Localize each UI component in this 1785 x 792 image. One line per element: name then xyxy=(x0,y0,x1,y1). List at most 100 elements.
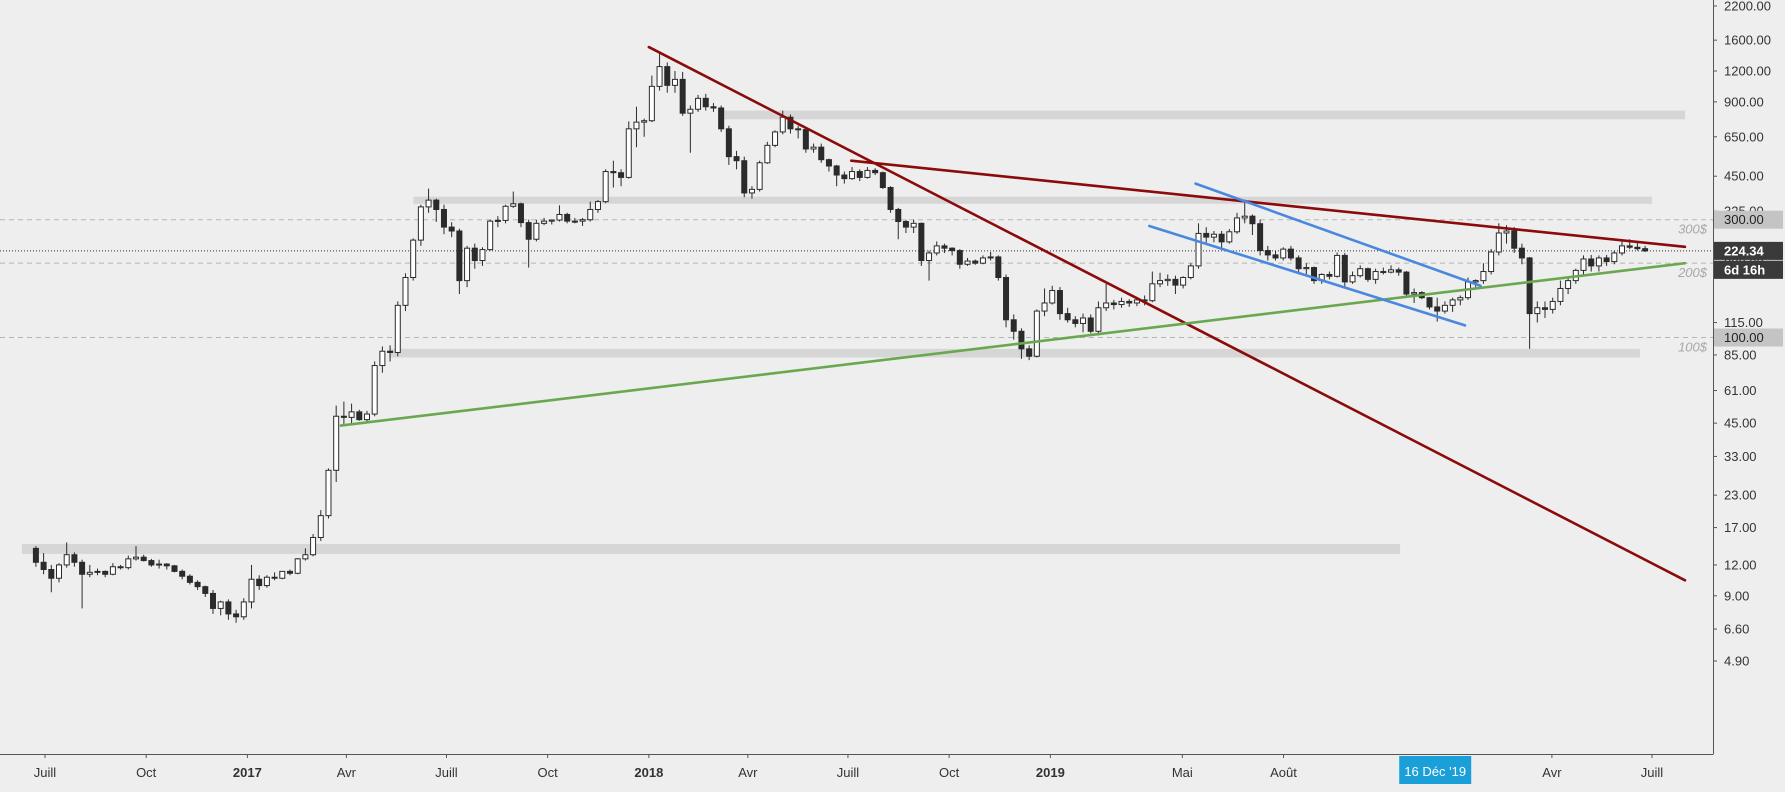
candle-133 xyxy=(1056,287,1063,320)
candle-199 xyxy=(1565,277,1572,295)
candle-148 xyxy=(1172,275,1179,295)
candle-body-down xyxy=(186,575,193,583)
trendline-3[interactable] xyxy=(1194,182,1482,288)
candle-body-down xyxy=(1395,269,1402,273)
candle-166 xyxy=(1311,266,1318,284)
candle-body-down xyxy=(1603,257,1610,263)
candle-155 xyxy=(1226,229,1233,244)
candle-body-down xyxy=(972,260,979,264)
price-axis[interactable] xyxy=(1713,0,1785,787)
trendline-0[interactable] xyxy=(647,45,1687,582)
crosshair-date-bg xyxy=(1399,756,1472,784)
candle-74 xyxy=(602,169,609,204)
candle-body-up xyxy=(1041,302,1048,312)
candle-body-up xyxy=(1557,287,1564,302)
candle-body-down xyxy=(163,563,170,567)
candle-113 xyxy=(902,219,909,234)
candle-body-up xyxy=(849,171,856,180)
time-axis[interactable] xyxy=(0,754,1785,787)
candle-124 xyxy=(987,251,994,261)
candle-body-down xyxy=(148,560,155,566)
candle-body-up xyxy=(86,571,93,575)
candle-body-down xyxy=(1295,257,1302,270)
candle-139 xyxy=(1103,283,1110,312)
trendline-1[interactable] xyxy=(849,159,1687,249)
candle-body-up xyxy=(1195,232,1202,267)
level-badge-2: 100.00 xyxy=(1714,328,1783,347)
candle-123 xyxy=(979,255,986,265)
candle-body-down xyxy=(1634,246,1641,250)
candle-55 xyxy=(456,228,463,295)
candle-body-up xyxy=(533,222,540,240)
candle-107 xyxy=(856,169,863,182)
candle-body-down xyxy=(256,578,263,587)
candle-body-up xyxy=(641,120,648,123)
candle-169 xyxy=(1334,252,1341,278)
candle-body-down xyxy=(956,250,963,265)
candle-58 xyxy=(479,247,486,266)
candle-205 xyxy=(1611,250,1618,265)
candle-91 xyxy=(733,150,740,170)
x-tick-label: Avr xyxy=(1542,765,1562,780)
candle-29 xyxy=(256,575,263,590)
zone-3 xyxy=(21,543,1401,554)
candle-99 xyxy=(795,125,802,139)
candle-34 xyxy=(294,558,301,575)
candle-201 xyxy=(1580,255,1587,275)
candle-body-up xyxy=(648,85,655,122)
x-tick-label: Juill xyxy=(837,765,860,780)
trendline-2[interactable] xyxy=(339,261,1687,427)
candle-53 xyxy=(440,204,447,235)
candle-body-down xyxy=(833,165,840,176)
candle-112 xyxy=(895,207,902,240)
candle-body-up xyxy=(864,169,871,178)
trendline-4[interactable] xyxy=(1148,224,1467,327)
candle-body-down xyxy=(1380,271,1387,274)
candle-137 xyxy=(1087,314,1094,334)
candle-body-down xyxy=(1542,307,1549,310)
candle-body-up xyxy=(1388,269,1395,273)
candle-145 xyxy=(1149,271,1156,303)
countdown-bg xyxy=(1714,260,1783,279)
candle-50 xyxy=(417,204,424,246)
candle-159 xyxy=(1257,219,1264,256)
candle-204 xyxy=(1603,254,1610,266)
candle-2 xyxy=(48,564,55,593)
y-tick-label: 9.00 xyxy=(1724,588,1749,603)
candle-75 xyxy=(610,160,617,188)
y-tick-label: 33.00 xyxy=(1724,449,1757,464)
candle-165 xyxy=(1303,263,1310,276)
candle-96 xyxy=(772,130,779,148)
candle-100 xyxy=(802,128,809,153)
candle-body-up xyxy=(317,515,324,538)
candle-37 xyxy=(317,510,324,542)
candle-body-up xyxy=(1565,280,1572,289)
candle-body-up xyxy=(748,188,755,194)
candle-body-up xyxy=(1049,290,1056,304)
candle-body-up xyxy=(402,277,409,306)
y-tick-label: 61.00 xyxy=(1724,383,1757,398)
candle-body-up xyxy=(810,146,817,150)
candle-25 xyxy=(225,599,232,620)
zone-2 xyxy=(389,348,1640,358)
candle-body-down xyxy=(564,213,571,222)
candle-body-up xyxy=(310,536,317,556)
candle-body-up xyxy=(1280,248,1287,259)
candle-body-down xyxy=(664,66,671,86)
candle-62 xyxy=(510,191,517,208)
last-price-badge: 224.34 6d 16h xyxy=(1714,241,1783,279)
candle-61 xyxy=(502,204,509,224)
candle-16 xyxy=(156,559,163,569)
candle-19 xyxy=(179,569,186,580)
level-badge-text: 100.00 xyxy=(1724,330,1764,345)
candle-10 xyxy=(109,563,116,576)
candle-body-down xyxy=(1249,215,1256,225)
candle-56 xyxy=(464,245,471,288)
candle-154 xyxy=(1218,230,1225,250)
candle-51 xyxy=(425,188,432,213)
candle-109 xyxy=(872,168,879,176)
candle-body-down xyxy=(741,160,748,194)
candle-body-down xyxy=(40,561,47,571)
